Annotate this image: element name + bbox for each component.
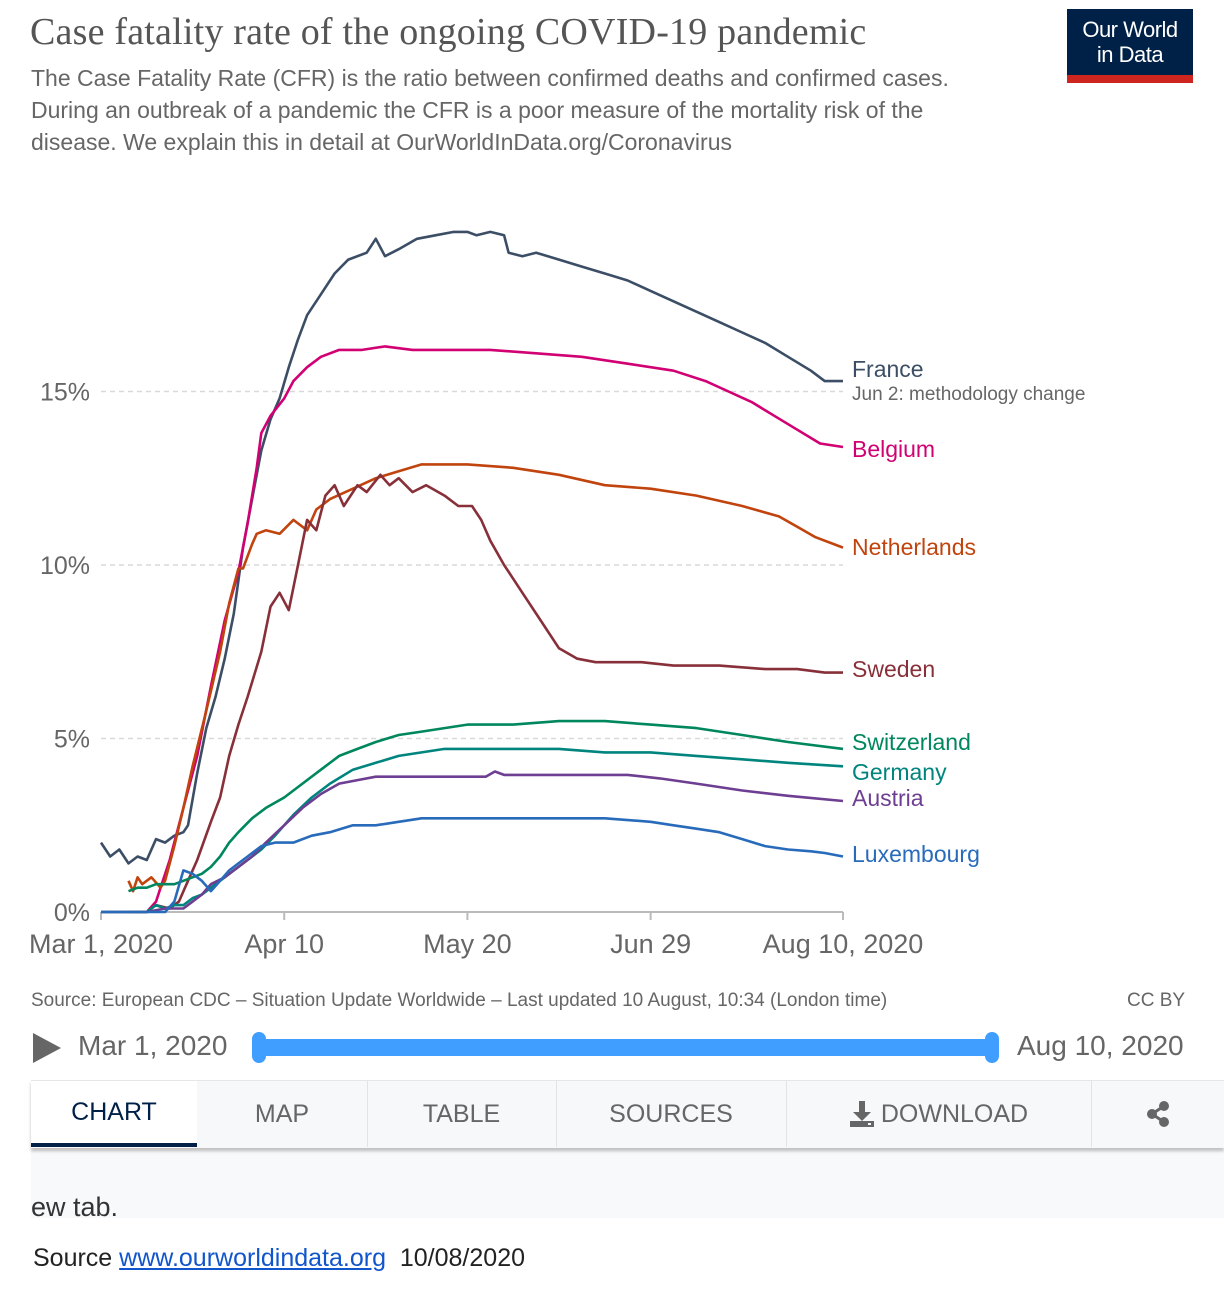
play-button-icon[interactable] — [33, 1033, 61, 1063]
series-line-luxembourg[interactable] — [101, 817, 844, 914]
y-tick-label: 15% — [40, 379, 90, 407]
x-axis: Mar 1, 2020 Apr 10 May 20 Jun 29 Aug 10, 202… — [29, 911, 924, 959]
logo-red-bar — [1067, 75, 1193, 83]
y-tick-label: 5% — [54, 726, 90, 754]
x-tick-label: Jun 29 — [610, 929, 691, 959]
timeline-end-label: Aug 10, 2020 — [1017, 1030, 1184, 1061]
page-gray-area — [31, 1150, 1224, 1218]
series-label-belgium[interactable]: Belgium — [852, 436, 935, 462]
tab-table[interactable]: TABLE — [367, 1081, 557, 1147]
line-chart: 0% 5% 10% 15% Mar 1, 2020 Apr 10 May 20 Jun 29… — [29, 230, 1085, 959]
x-tick-label: Mar 1, 2020 — [29, 929, 173, 959]
tab-sources-label: SOURCES — [609, 1099, 733, 1128]
tab-map[interactable]: MAP — [197, 1081, 368, 1147]
x-tick-label: Aug 10, 2020 — [763, 929, 924, 959]
chart-subtitle: The Case Fatality Rate (CFR) is the rati… — [31, 65, 949, 155]
grid-lines — [101, 390, 843, 740]
page-source-line: Source www.ourworldindata.org 10/08/2020 — [33, 1244, 525, 1273]
x-tick-label: Apr 10 — [244, 929, 324, 959]
download-icon — [849, 1101, 874, 1127]
tab-chart-label: CHART — [71, 1097, 157, 1126]
tab-table-label: TABLE — [422, 1099, 501, 1128]
tab-download-label: DOWNLOAD — [880, 1099, 1029, 1128]
chart-title: Case fatality rate of the ongoing COVID-… — [30, 11, 867, 53]
tab-map-label: MAP — [254, 1099, 310, 1128]
series-label-luxembourg[interactable]: Luxembourg — [852, 841, 980, 867]
series-lines — [99, 230, 844, 914]
y-tick-label: 0% — [54, 899, 90, 927]
source-note: Source: European CDC – Situation Update … — [31, 990, 888, 1011]
x-tick-label: May 20 — [423, 929, 512, 959]
chart-tabs: CHART MAP TABLE SOURCES DOWNLOAD — [31, 1080, 1224, 1148]
france-annotation: Jun 2: methodology change — [852, 384, 1085, 405]
series-line-netherlands[interactable] — [127, 463, 844, 893]
source-prefix: Source — [33, 1244, 120, 1272]
series-line-austria[interactable] — [146, 770, 844, 914]
license-link[interactable]: CC BY — [1127, 990, 1186, 1011]
timeline-start-label: Mar 1, 2020 — [78, 1030, 228, 1061]
y-tick-label: 10% — [40, 552, 90, 580]
series-label-austria[interactable]: Austria — [852, 785, 924, 811]
tab-chart[interactable]: CHART — [31, 1081, 197, 1147]
tab-download[interactable]: DOWNLOAD — [786, 1081, 1092, 1147]
series-label-sweden[interactable]: Sweden — [852, 656, 935, 682]
source-link[interactable]: www.ourworldindata.org — [119, 1244, 386, 1272]
series-label-germany[interactable]: Germany — [852, 759, 947, 785]
series-line-sweden[interactable] — [128, 473, 844, 914]
tab-sources[interactable]: SOURCES — [556, 1081, 787, 1147]
series-line-belgium[interactable] — [101, 345, 844, 914]
series-line-germany[interactable] — [101, 747, 844, 914]
series-label-netherlands[interactable]: Netherlands — [852, 534, 976, 560]
timeline-slider-track[interactable] — [258, 1039, 996, 1056]
logo-line-2: in Data — [1096, 42, 1164, 67]
series-label-switzerland[interactable]: Switzerland — [852, 729, 971, 755]
owid-logo[interactable]: Our World in Data — [1067, 9, 1193, 83]
truncated-text: ew tab. — [31, 1192, 119, 1222]
source-date: 10/08/2020 — [399, 1244, 525, 1272]
series-line-france[interactable] — [99, 230, 843, 865]
y-axis-ticks: 0% 5% 10% 15% — [40, 379, 90, 928]
series-line-switzerland[interactable] — [128, 719, 844, 893]
share-icon — [1146, 1101, 1169, 1127]
tab-share[interactable] — [1091, 1081, 1224, 1147]
logo-line-1: Our World — [1082, 17, 1178, 42]
timeline-end-handle[interactable] — [985, 1032, 999, 1063]
series-label-france[interactable]: France — [852, 356, 924, 382]
timeline-start-handle[interactable] — [252, 1032, 266, 1063]
logo-text: Our World in Data — [1067, 9, 1193, 67]
